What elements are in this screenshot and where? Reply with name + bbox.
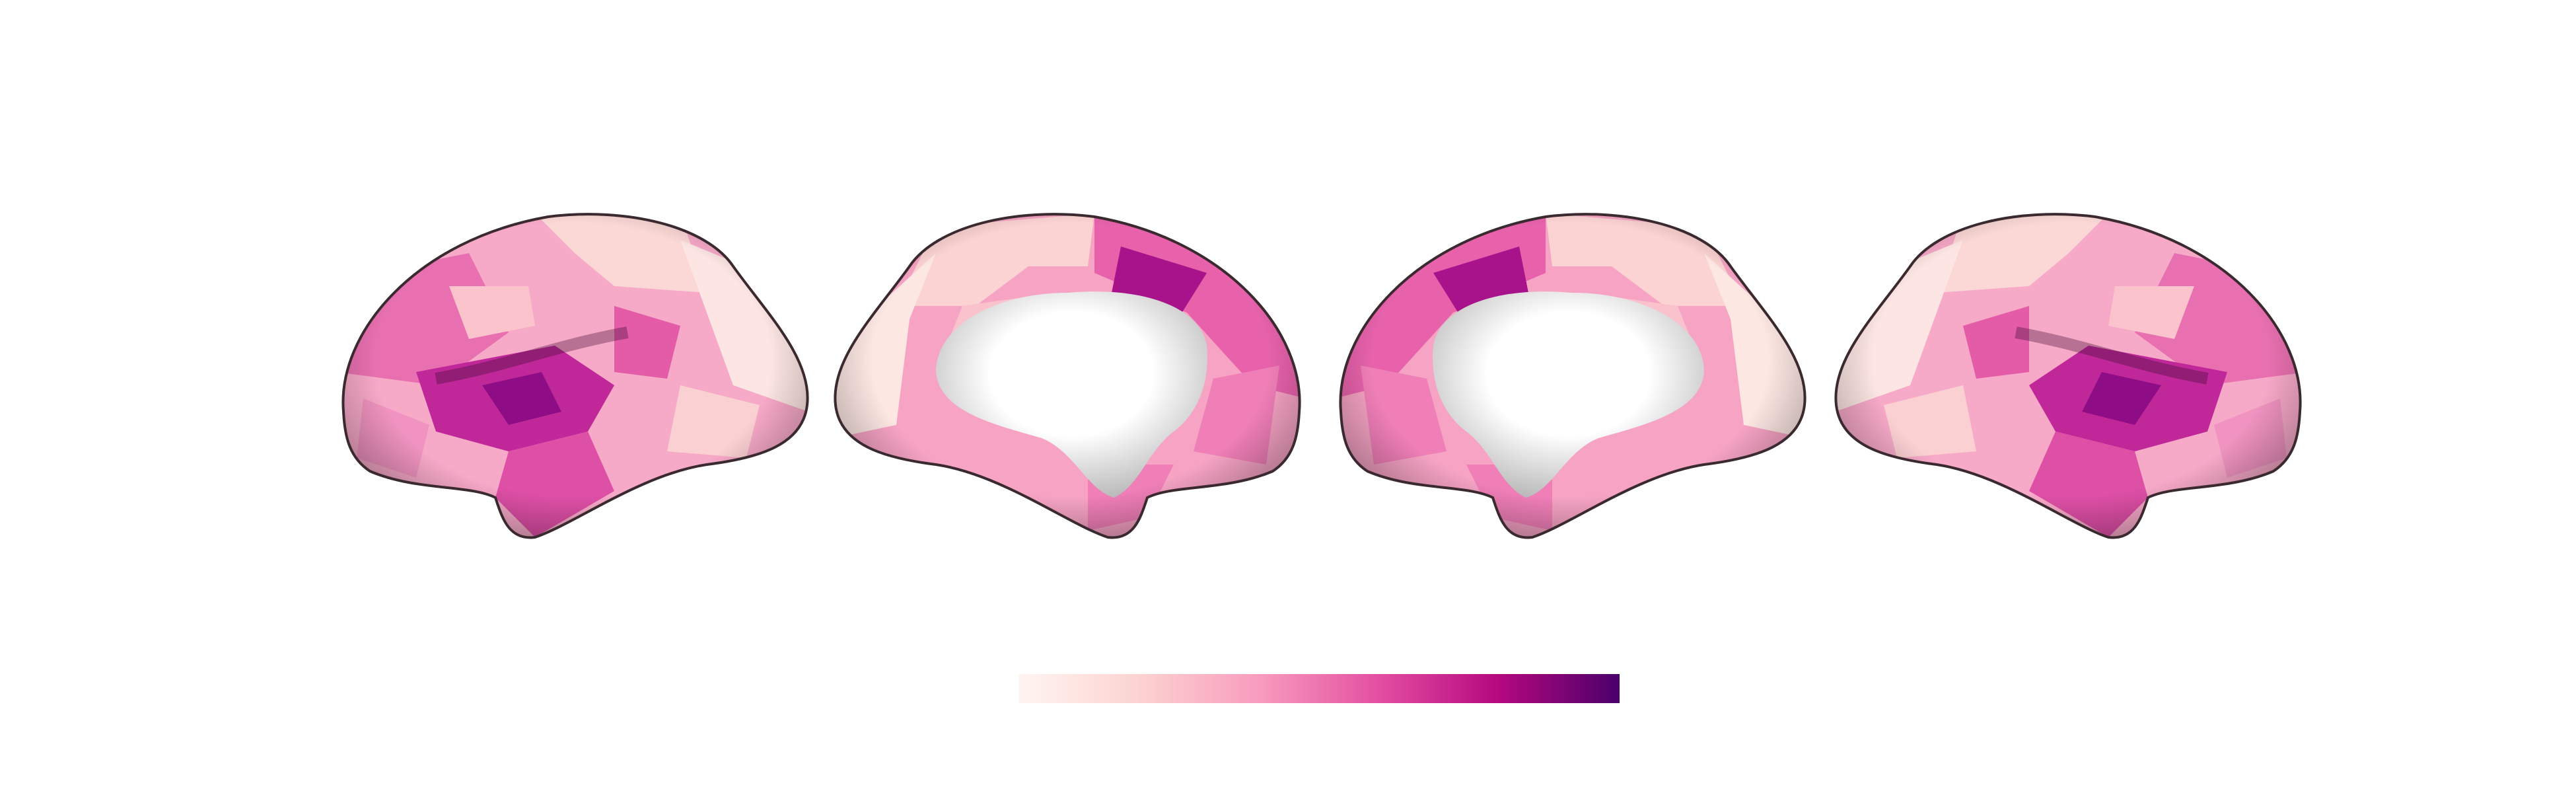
brain-lateral-right xyxy=(1835,213,2307,539)
colorbar xyxy=(1019,674,1620,703)
brain-lateral-left xyxy=(337,213,808,539)
brain-medial-left xyxy=(834,213,1306,539)
brain-medial-right xyxy=(1334,213,1806,539)
